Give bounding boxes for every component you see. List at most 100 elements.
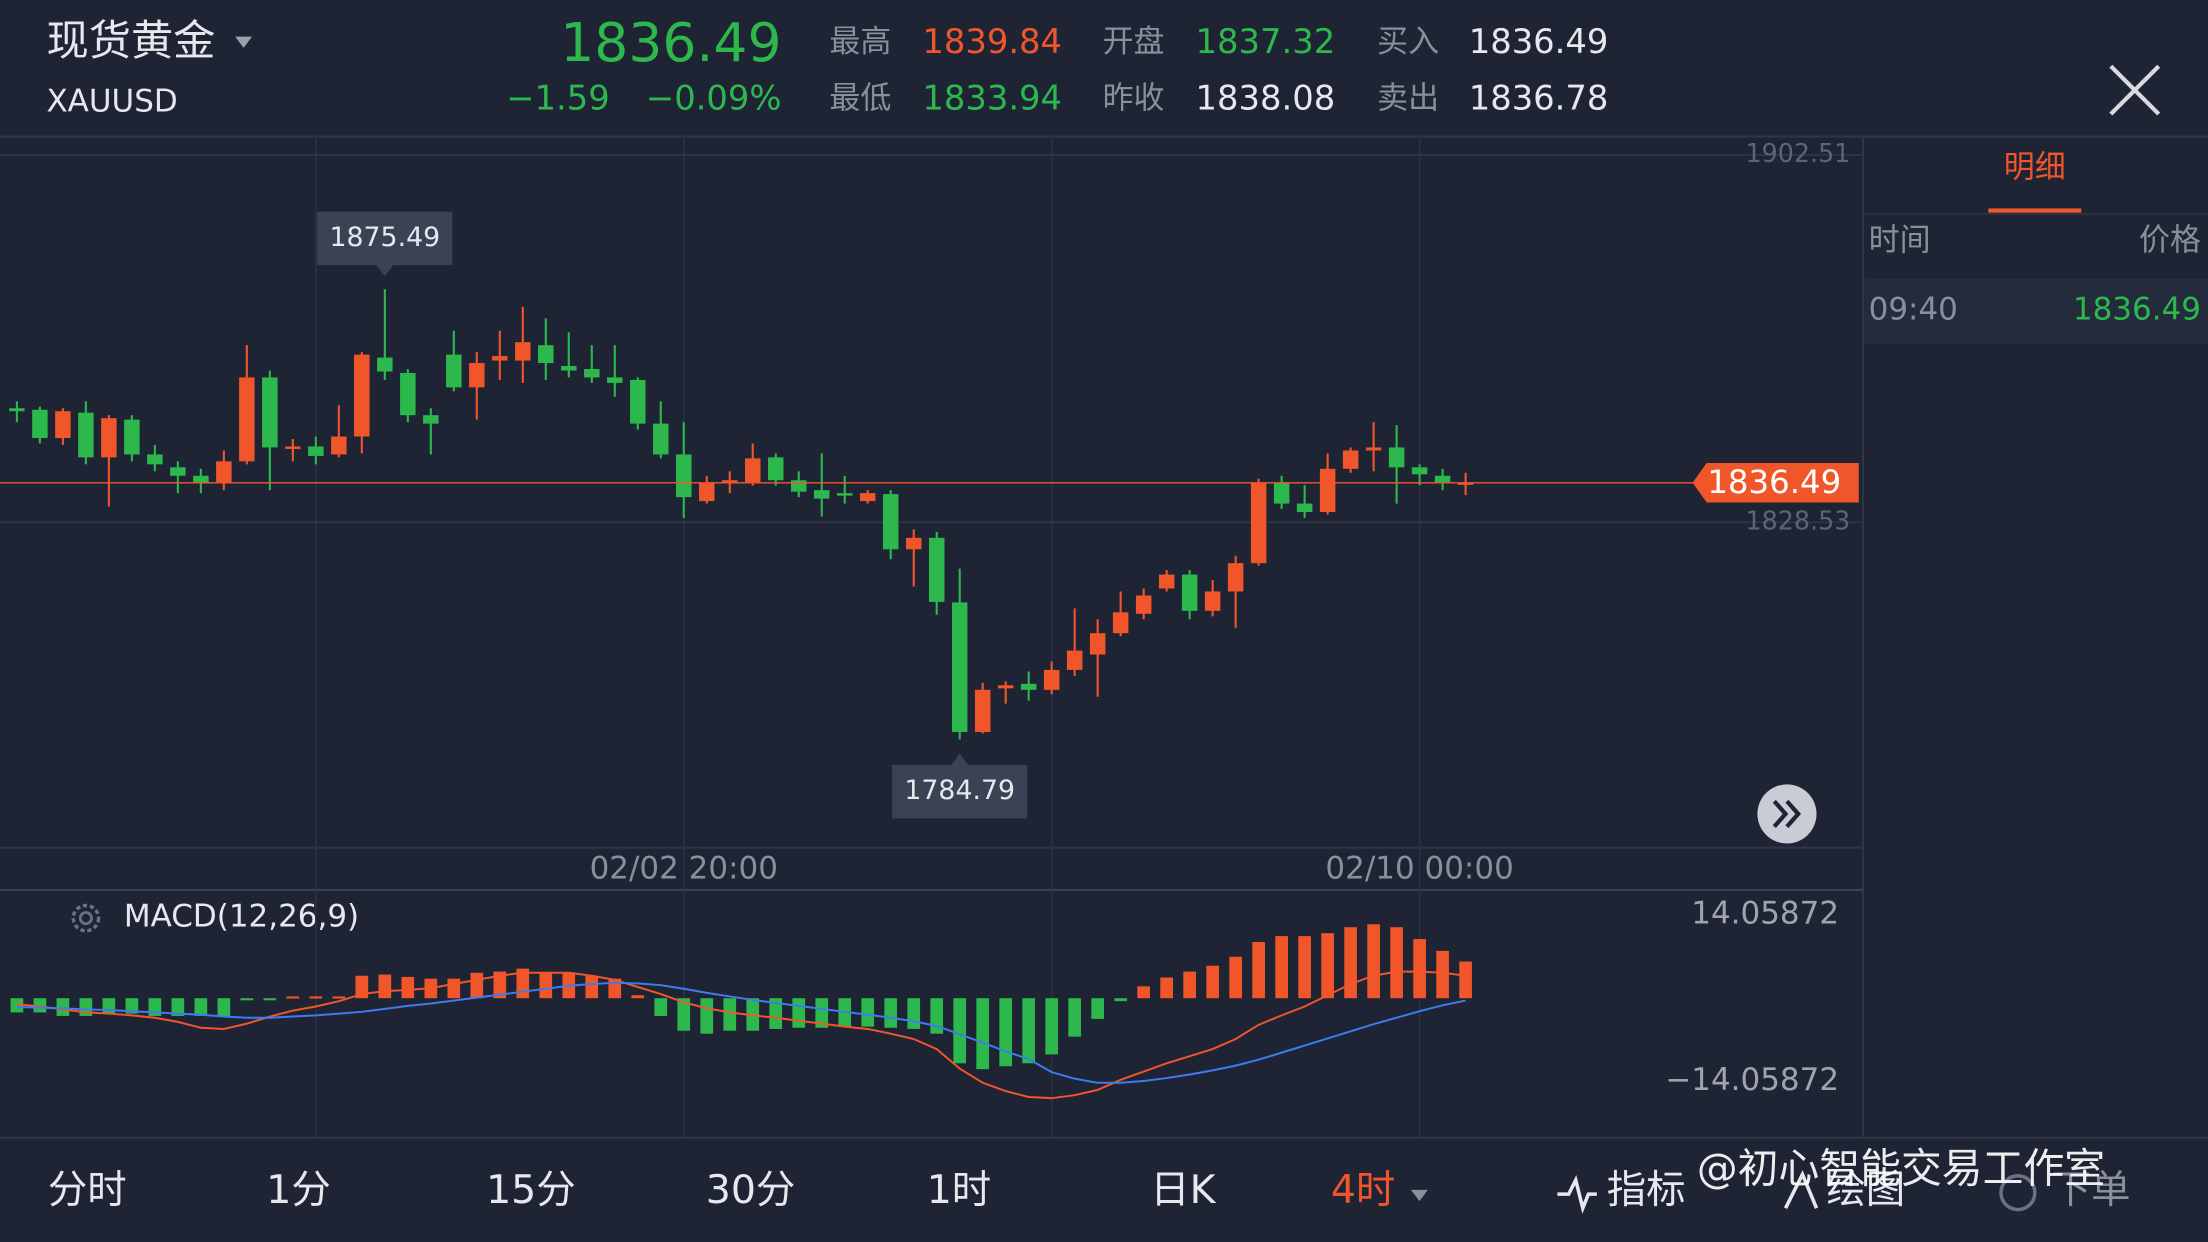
- change: −1.59: [506, 78, 610, 117]
- candle-body: [331, 436, 347, 455]
- candle-body: [859, 493, 876, 502]
- candle-body: [699, 482, 715, 502]
- candle-body: [1112, 612, 1129, 634]
- last-price: 1836.49: [560, 11, 781, 74]
- candle-body: [767, 457, 784, 481]
- macd-bar: [999, 998, 1013, 1067]
- macd-bar: [309, 996, 323, 999]
- period-tab[interactable]: 分时: [48, 1167, 127, 1213]
- candle-body: [78, 412, 94, 458]
- candle-body: [1411, 467, 1428, 475]
- period-tab[interactable]: 1分: [266, 1167, 330, 1213]
- scroll-latest[interactable]: [1757, 784, 1817, 844]
- candle-body: [561, 366, 577, 371]
- candle-body: [1434, 475, 1451, 483]
- detail-price: 1836.49: [2073, 292, 2201, 328]
- macd-line: [16, 970, 1466, 1100]
- macd-bar: [1068, 998, 1082, 1037]
- macd-bar: [654, 998, 668, 1016]
- stat-label: 卖出: [1377, 80, 1439, 116]
- candle-body: [1158, 574, 1175, 589]
- candle-body: [653, 423, 669, 455]
- macd-bar: [401, 976, 415, 999]
- instrument-name[interactable]: 现货黄金: [46, 16, 215, 65]
- stat-label: 买入: [1377, 24, 1439, 60]
- symbol: XAUUSD: [46, 83, 177, 119]
- candle-body: [354, 354, 370, 437]
- macd-bar: [493, 971, 507, 999]
- macd-bar: [861, 998, 875, 1027]
- macd-bar: [1114, 998, 1128, 1002]
- macd-bar: [263, 998, 277, 1001]
- plot-area: 02/02 20:00 02/10 00:00 1902.51 1828.53 1836…: [0, 136, 1863, 1138]
- draw-icon[interactable]: [1783, 1170, 1819, 1209]
- candle-body: [101, 418, 117, 458]
- macd-bar: [125, 998, 139, 1014]
- period-tab[interactable]: 4时: [1331, 1167, 1395, 1213]
- macd-bar: [1252, 942, 1265, 999]
- candle-body: [1319, 468, 1336, 513]
- macd-bar: [1436, 950, 1449, 999]
- detail-tab[interactable]: 明细: [2004, 149, 2066, 185]
- candle-body: [607, 377, 623, 383]
- column-header: 价格: [2139, 223, 2201, 259]
- tool-button[interactable]: 绘图: [1826, 1167, 1905, 1213]
- candle-body: [1089, 633, 1106, 655]
- settings-icon[interactable]: [71, 903, 101, 933]
- macd-bar: [677, 998, 691, 1031]
- macd-bar: [1344, 927, 1357, 999]
- candle-body: [377, 357, 393, 372]
- change-pct: −0.09%: [646, 78, 782, 117]
- candle-body: [515, 342, 531, 361]
- scroll-arrows[interactable]: [1772, 799, 1802, 828]
- period-tab[interactable]: 日K: [1150, 1167, 1216, 1213]
- macd-bar: [33, 998, 47, 1013]
- high-label: 1875.49: [330, 222, 441, 253]
- macd-bar: [10, 998, 24, 1013]
- candle-body: [1457, 482, 1474, 485]
- period-dropdown[interactable]: [1410, 1189, 1428, 1202]
- macd-bar: [171, 998, 185, 1016]
- y-tick-label: 1828.53: [1746, 505, 1851, 535]
- macd-title: MACD(12,26,9): [124, 899, 359, 935]
- tool-button[interactable]: 指标: [1607, 1167, 1686, 1213]
- period-tab[interactable]: 15分: [486, 1167, 576, 1213]
- macd-bar: [1298, 936, 1311, 999]
- macd-bar: [953, 998, 967, 1064]
- macd-bar: [286, 996, 300, 999]
- macd-bar: [769, 998, 783, 1029]
- last-price-tag: [1692, 463, 1859, 503]
- macd-bar: [792, 998, 806, 1028]
- candle-body: [32, 409, 48, 439]
- detail-time: 09:40: [1869, 292, 1958, 328]
- candle-body: [262, 377, 278, 448]
- macd-bar: [447, 978, 461, 999]
- order-icon[interactable]: [1999, 1174, 2037, 1212]
- macd-bar: [1137, 986, 1151, 999]
- candle-body: [928, 537, 945, 602]
- dropdown-arrow[interactable]: [235, 36, 253, 48]
- period-tab[interactable]: 1时: [927, 1167, 991, 1213]
- macd-bar: [1321, 933, 1334, 999]
- candle-body: [1181, 574, 1198, 611]
- candle-body: [630, 379, 646, 424]
- stat-value: 1838.08: [1196, 78, 1336, 117]
- macd-bar: [700, 998, 714, 1034]
- stat-value: 1836.78: [1469, 78, 1609, 117]
- macd-bar: [884, 998, 898, 1028]
- tool-button[interactable]: 下单: [2052, 1167, 2131, 1213]
- stat-label: 最低: [829, 80, 891, 116]
- candle-body: [813, 490, 830, 499]
- candle-body: [1204, 591, 1221, 611]
- tab-underline: [1988, 208, 2082, 213]
- gear[interactable]: [71, 903, 101, 933]
- low-callout: [892, 753, 1028, 819]
- candle-body: [1020, 683, 1037, 690]
- candle-body: [1135, 595, 1152, 614]
- gear-hub[interactable]: [78, 911, 93, 926]
- candle-body: [1342, 450, 1359, 469]
- indicator-icon[interactable]: [1557, 1174, 1597, 1214]
- column-header: 时间: [1869, 223, 1931, 259]
- close-button[interactable]: [2109, 64, 2161, 116]
- period-tab[interactable]: 30分: [706, 1167, 796, 1213]
